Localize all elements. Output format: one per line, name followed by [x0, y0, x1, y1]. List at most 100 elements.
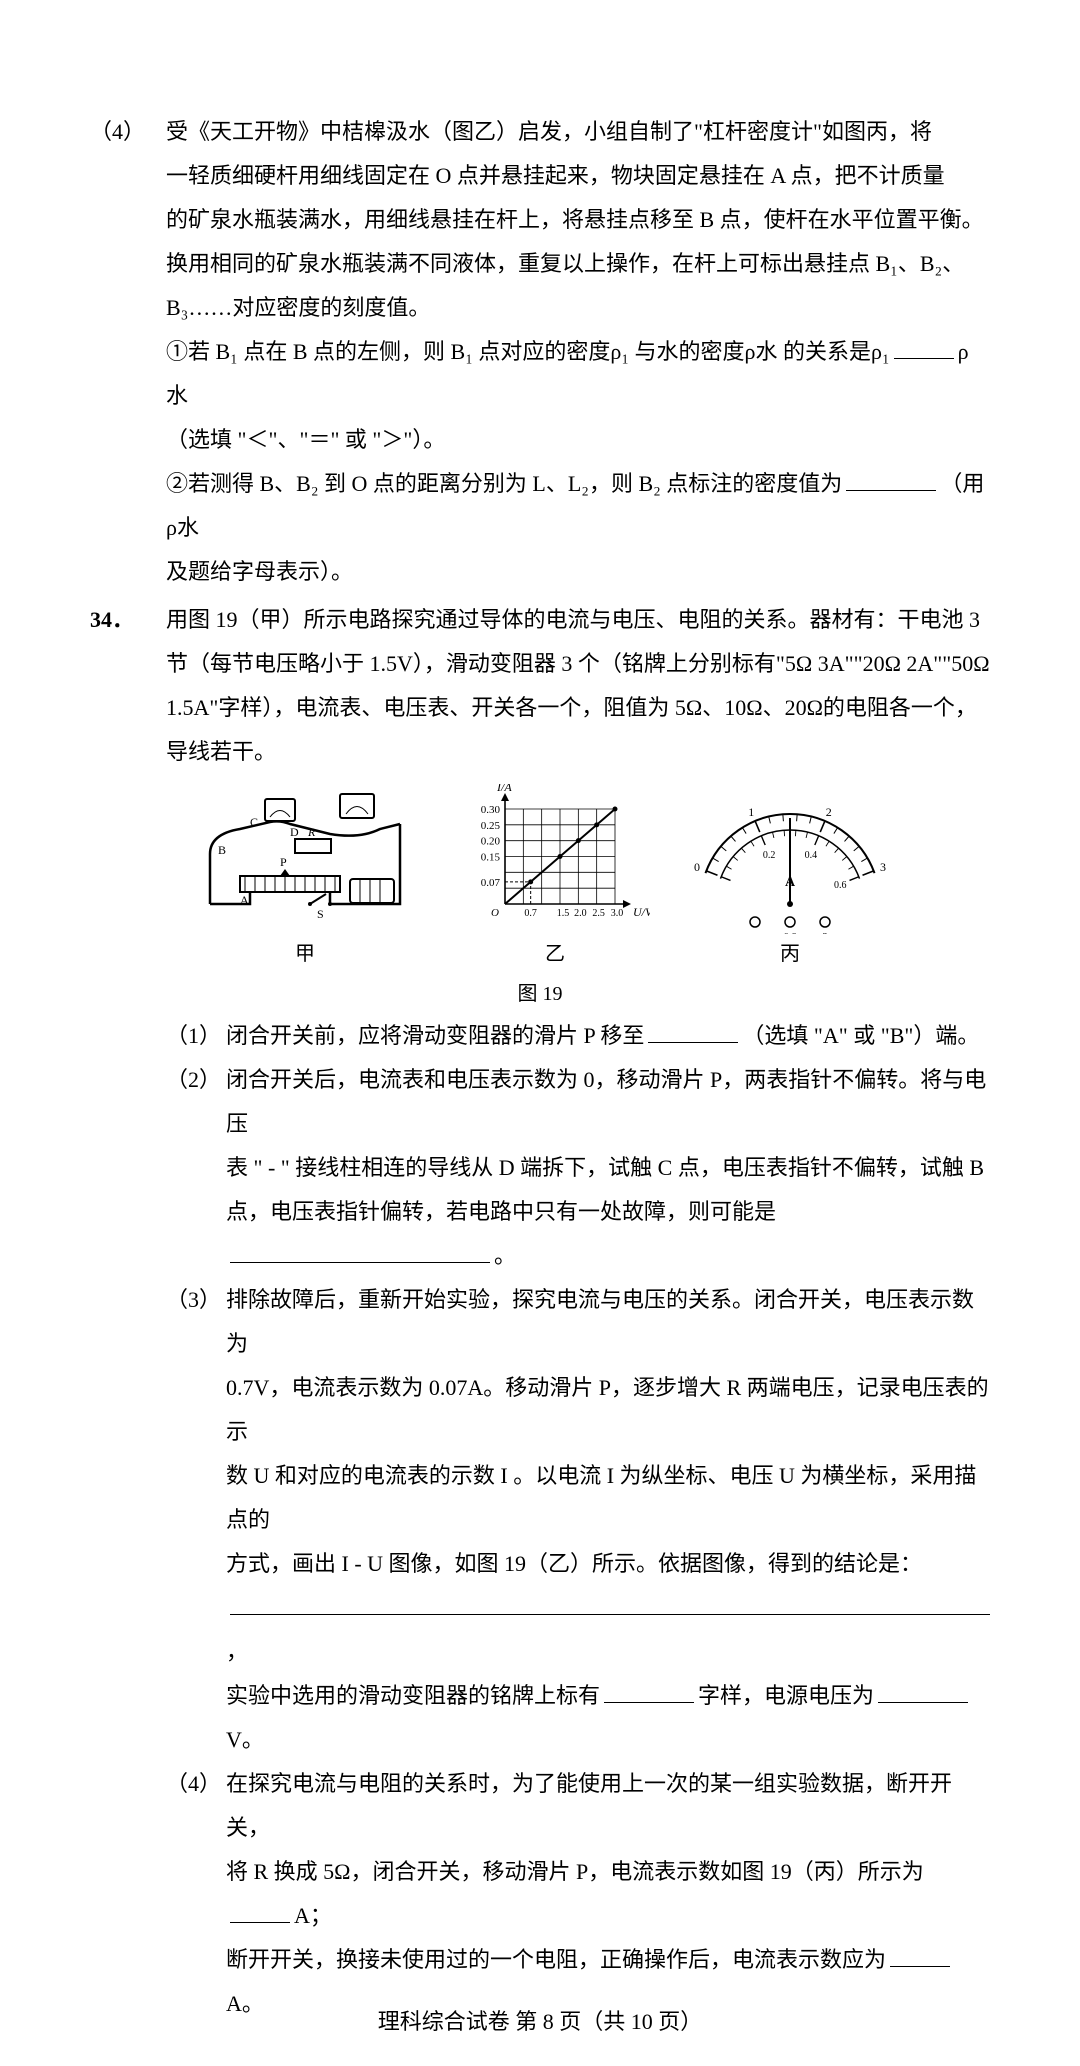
q34-1: （1） 闭合开关前，应将滑动变阻器的滑片 P 移至 （选填 "A" 或 "B"）端… — [90, 1014, 990, 1058]
svg-text:0.20: 0.20 — [481, 836, 501, 848]
q34-intro4: 导线若干。 — [90, 730, 990, 774]
blank-rheostat-spec — [604, 1680, 694, 1703]
q34-3-l5: ， — [90, 1586, 990, 1674]
ammeter-icon: 01230.20.40.6A-0.63 — [690, 784, 890, 934]
blank-slider-end — [648, 1020, 738, 1043]
fig19-bing-label: 丙 — [690, 934, 890, 974]
q34-4-l2b: A； — [294, 1903, 332, 1928]
svg-text:0.2: 0.2 — [763, 850, 776, 861]
lbl-D: D — [290, 825, 299, 839]
blank-I2 — [890, 1944, 950, 1967]
q34-3-l1: 排除故障后，重新开始实验，探究电流与电压的关系。闭合开关，电压表示数为 — [226, 1278, 990, 1366]
q34-num: 34． — [90, 598, 166, 642]
q34-3-l6a: 实验中选用的滑动变阻器的铭牌上标有 — [226, 1683, 600, 1708]
q33-4-circ2-a: ②若测得 B、B₂ 到 O 点的距离分别为 L、L₂，则 B₂ 点标注的密度值为 — [166, 471, 842, 496]
svg-text:0.6: 0.6 — [834, 880, 847, 891]
q34-3: （3） 排除故障后，重新开始实验，探究电流与电压的关系。闭合开关，电压表示数为 — [90, 1278, 990, 1366]
q34-2: （2） 闭合开关后，电流表和电压表示数为 0，移动滑片 P，两表指针不偏转。将与… — [90, 1058, 990, 1146]
svg-text:2.5: 2.5 — [592, 908, 605, 919]
figure-19: B A C D P R S 甲 0.300.250.200.150.07O0.7… — [90, 774, 990, 976]
svg-text:0.07: 0.07 — [481, 877, 501, 889]
exam-page: （4） 受《天工开物》中桔槔汲水（图乙）启发，小组自制了"杠杆密度计"如图丙，将… — [0, 0, 1080, 2066]
svg-text:2.0: 2.0 — [574, 908, 587, 919]
blank-emf — [878, 1680, 968, 1703]
lbl-A: A — [240, 893, 249, 907]
q34-intro2: 节（每节电压略小于 1.5V），滑动变阻器 3 个（铭牌上分别标有"5Ω 3A"… — [90, 642, 990, 686]
svg-text:O: O — [491, 907, 499, 919]
fig19-jia: B A C D P R S 甲 — [190, 784, 420, 974]
svg-text:1: 1 — [748, 805, 754, 819]
q34-3-l2: 0.7V，电流表示数为 0.07A。移动滑片 P，逐步增大 R 两端电压，记录电… — [90, 1366, 990, 1454]
q34-3-l6: 实验中选用的滑动变阻器的铭牌上标有 字样，电源电压为 V。 — [90, 1674, 990, 1762]
q34-1-b: （选填 "A" 或 "B"）端。 — [742, 1023, 979, 1048]
svg-text:3.0: 3.0 — [611, 908, 624, 919]
q34-4: （4） 在探究电流与电阻的关系时，为了能使用上一次的某一组实验数据，断开开关， — [90, 1762, 990, 1850]
q33-4-l2: 一轻质细硬杆用细线固定在 O 点并悬挂起来，物块固定悬挂在 A 点，把不计质量 — [90, 154, 990, 198]
q33-4-num: （4） — [90, 110, 166, 154]
svg-text:3: 3 — [880, 860, 886, 874]
q34-1-num: （1） — [166, 1014, 226, 1058]
q34-2-l1: 闭合开关后，电流表和电压表示数为 0，移动滑片 P，两表指针不偏转。将与电压 — [226, 1058, 990, 1146]
svg-text:0.30: 0.30 — [481, 804, 501, 816]
lbl-P: P — [280, 855, 287, 869]
q34: 34． 用图 19（甲）所示电路探究通过导体的电流与电压、电阻的关系。器材有：干… — [90, 598, 990, 2026]
q33-4-circ1-c: （选填 "＜"、"＝" 或 "＞"）。 — [90, 418, 990, 462]
q34-3-l3: 数 U 和对应的电流表的示数 I 。以电流 I 为纵坐标、电压 U 为横坐标，采… — [90, 1454, 990, 1542]
svg-text:0.4: 0.4 — [805, 850, 818, 861]
svg-text:0.15: 0.15 — [481, 852, 501, 864]
svg-text:0.7: 0.7 — [524, 908, 537, 919]
svg-text:-: - — [753, 932, 756, 934]
svg-text:3: 3 — [823, 932, 828, 934]
q34-4-l2: 将 R 换成 5Ω，闭合开关，移动滑片 P，电流表示数如图 19（丙）所示为 A； — [90, 1850, 990, 1938]
svg-text:I/A: I/A — [496, 784, 512, 794]
fig19-bing: 01230.20.40.6A-0.63 丙 — [690, 784, 890, 974]
q33-4-l3: 的矿泉水瓶装满水，用细线悬挂在杆上，将悬挂点移至 B 点，使杆在水平位置平衡。 — [90, 198, 990, 242]
q34-3-num: （3） — [166, 1278, 226, 1366]
q34-intro1: 用图 19（甲）所示电路探究通过导体的电流与电压、电阻的关系。器材有：干电池 3 — [166, 598, 990, 642]
q34-2-l2: 表 " - " 接线柱相连的导线从 D 端拆下，试触 C 点，电压表指针不偏转，… — [90, 1146, 990, 1190]
q34-2-num: （2） — [166, 1058, 226, 1146]
blank-conclusion — [230, 1592, 990, 1615]
q34-3-l5-trail: ， — [226, 1639, 248, 1664]
q34-2-l3a: 点，电压表指针偏转，若电路中只有一处故障，则可能是 — [226, 1199, 776, 1224]
q33-4-l4: 换用相同的矿泉水瓶装满不同液体，重复以上操作，在杆上可标出悬挂点 B₁、B₂、 — [90, 242, 990, 286]
svg-text:U/V: U/V — [633, 905, 650, 919]
svg-text:0: 0 — [694, 860, 700, 874]
q33-4-circ2: ②若测得 B、B₂ 到 O 点的距离分别为 L、L₂，则 B₂ 点标注的密度值为… — [90, 462, 990, 550]
lbl-S: S — [317, 907, 324, 921]
fig19-jia-label: 甲 — [190, 934, 420, 974]
q33-4-circ1: ①若 B₁ 点在 B 点的左侧，则 B₁ 点对应的密度ρ₁ 与水的密度ρ水 的关… — [90, 330, 990, 418]
page-footer: 理科综合试卷 第 8 页（共 10 页） — [0, 2004, 1080, 2036]
lbl-B: B — [218, 843, 226, 857]
q34-intro3: 1.5A"字样），电流表、电压表、开关各一个，阻值为 5Ω、10Ω、20Ω的电阻… — [90, 686, 990, 730]
q34-2-l3: 点，电压表指针偏转，若电路中只有一处故障，则可能是。 — [90, 1190, 990, 1278]
q33-4-circ2-c: 及题给字母表示）。 — [90, 550, 990, 594]
blank-rho-compare — [894, 336, 954, 359]
circuit-icon: B A C D P R S — [190, 784, 420, 934]
q34-3-l6b: 字样，电源电压为 — [698, 1683, 874, 1708]
fig19-caption: 图 19 — [90, 974, 990, 1014]
blank-density-val — [846, 468, 936, 491]
q34-3-l6c: V。 — [226, 1727, 264, 1752]
blank-fault — [230, 1240, 490, 1263]
fig19-yi: 0.30 0.25 0.20 0.15 0.07 O 0.7 1.5 2.0 2.5 3.0 U/V I… — [460, 784, 650, 974]
q34-4-num: （4） — [166, 1762, 226, 1850]
blank-I1 — [230, 1900, 290, 1923]
iu-chart-icon: 0.30 0.25 0.20 0.15 0.07 O 0.7 1.5 2.0 2.5 3.0 U/V I… — [460, 784, 650, 934]
q34-4-l1: 在探究电流与电阻的关系时，为了能使用上一次的某一组实验数据，断开开关， — [226, 1762, 990, 1850]
q34-4-l2a: 将 R 换成 5Ω，闭合开关，移动滑片 P，电流表示数如图 19（丙）所示为 — [226, 1859, 924, 1884]
q33-part4: （4） 受《天工开物》中桔槔汲水（图乙）启发，小组自制了"杠杆密度计"如图丙，将… — [90, 110, 990, 594]
q34-2-l3b: 。 — [494, 1243, 516, 1268]
fig19-yi-label: 乙 — [460, 934, 650, 974]
svg-text:0.25: 0.25 — [481, 820, 501, 832]
lbl-C: C — [250, 815, 258, 829]
q33-4-l5: B₃……对应密度的刻度值。 — [90, 286, 990, 330]
q33-4-circ1-a: ①若 B₁ 点在 B 点的左侧，则 B₁ 点对应的密度ρ₁ 与水的密度ρ水 的关… — [166, 339, 890, 364]
q34-3-l4: 方式，画出 I - U 图像，如图 19（乙）所示。依据图像，得到的结论是： — [90, 1542, 990, 1586]
q34-1-a: 闭合开关前，应将滑动变阻器的滑片 P 移至 — [226, 1023, 644, 1048]
q33-4-l1: 受《天工开物》中桔槔汲水（图乙）启发，小组自制了"杠杆密度计"如图丙，将 — [166, 110, 990, 154]
q34-4-l3a: 断开开关，换接未使用过的一个电阻，正确操作后，电流表示数应为 — [226, 1947, 886, 1972]
svg-text:2: 2 — [826, 805, 832, 819]
svg-text:1.5: 1.5 — [557, 908, 570, 919]
lbl-R: R — [307, 825, 316, 839]
